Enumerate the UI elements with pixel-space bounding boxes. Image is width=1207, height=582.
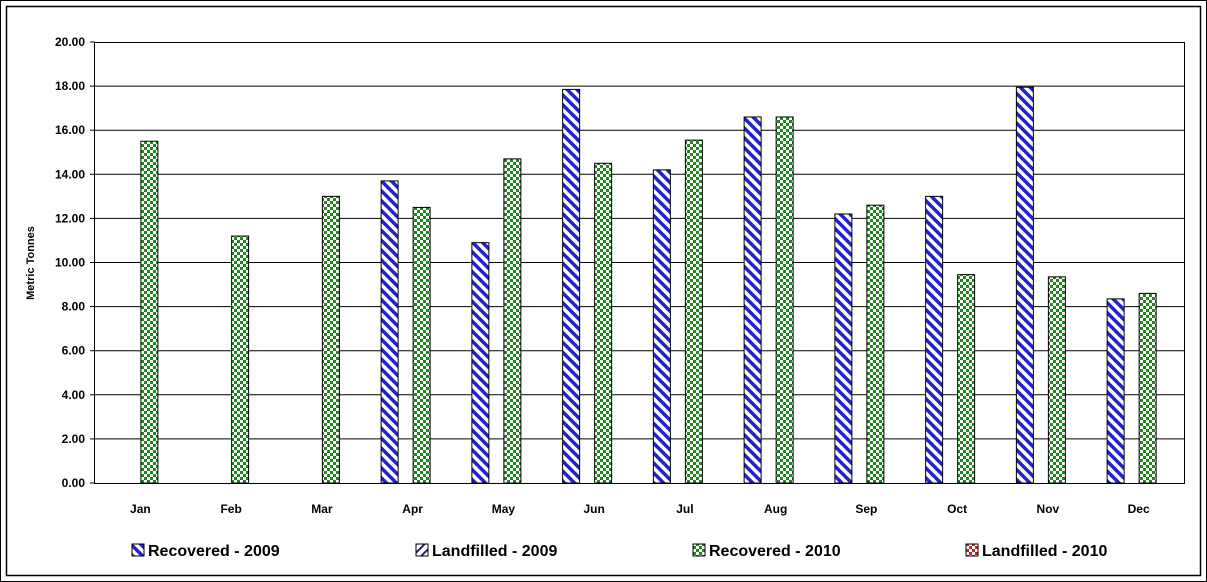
gridlines bbox=[90, 41, 1184, 484]
y-tick-label: 10.00 bbox=[55, 256, 85, 270]
legend-swatch bbox=[415, 543, 429, 557]
x-tick-label: Jul bbox=[676, 502, 693, 516]
bar-recovered-2009-oct bbox=[925, 195, 944, 484]
y-tick-label: 4.00 bbox=[62, 388, 86, 402]
bar-recovered-2009-dec bbox=[1106, 298, 1125, 484]
x-tick-label: Sep bbox=[855, 502, 877, 516]
legend-swatch bbox=[692, 543, 706, 557]
legend-label: Recovered - 2009 bbox=[148, 543, 280, 560]
y-tick-label: 2.00 bbox=[62, 432, 86, 446]
x-tick-label: Jan bbox=[130, 502, 151, 516]
bar-recovered-2009-aug bbox=[743, 116, 762, 484]
bar-recovered-2010-mar bbox=[321, 195, 340, 484]
x-tick-labels: Jan Feb Mar Apr May Jun Jul Aug Sep Oct Nov Dec bbox=[130, 502, 1150, 516]
y-tick-label: 0.00 bbox=[62, 476, 86, 490]
y-tick-labels: 0.00 2.00 4.00 6.00 8.00 10.00 12.00 14.00 16.00… bbox=[55, 35, 85, 490]
legend-swatch bbox=[131, 543, 145, 557]
bar-recovered-2010-nov bbox=[1047, 276, 1066, 484]
bar-recovered-2009-jul bbox=[652, 169, 671, 484]
bar-recovered-2010-may bbox=[503, 158, 522, 484]
x-tick-label: Dec bbox=[1128, 502, 1150, 516]
bar-recovered-2010-aug bbox=[775, 116, 794, 484]
y-axis-label: Metric Tonnes bbox=[25, 226, 37, 300]
bar-recovered-2010-sep bbox=[866, 204, 885, 484]
bar-recovered-2010-jan bbox=[140, 140, 159, 484]
bar-recovered-2010-dec bbox=[1138, 292, 1157, 484]
y-tick-label: 12.00 bbox=[55, 211, 85, 225]
y-tick-label: 8.00 bbox=[62, 300, 86, 314]
x-tick-label: May bbox=[492, 502, 516, 516]
y-tick-label: 20.00 bbox=[55, 35, 85, 49]
x-tick-label: Apr bbox=[402, 502, 423, 516]
bar-recovered-2010-feb bbox=[231, 235, 250, 484]
bar-recovered-2009-may bbox=[471, 242, 490, 484]
x-tick-label: Mar bbox=[311, 502, 333, 516]
legend-swatch bbox=[965, 543, 979, 557]
x-tick-label: Oct bbox=[947, 502, 967, 516]
bar-recovered-2010-jun bbox=[594, 162, 613, 484]
bar-recovered-2009-nov bbox=[1015, 86, 1034, 484]
x-tick-label: Feb bbox=[220, 502, 241, 516]
legend-label: Recovered - 2010 bbox=[709, 543, 841, 560]
y-tick-label: 6.00 bbox=[62, 344, 86, 358]
bar-recovered-2009-jun bbox=[562, 88, 581, 484]
bar-recovered-2009-apr bbox=[380, 180, 399, 484]
bar-recovered-2010-oct bbox=[957, 274, 976, 484]
legend: Recovered - 2009 Landfilled - 2009 Recover… bbox=[131, 543, 1107, 560]
bar-recovered-2010-jul bbox=[684, 139, 703, 484]
legend-label: Landfilled - 2009 bbox=[432, 543, 557, 560]
x-tick-label: Nov bbox=[1037, 502, 1060, 516]
legend-label: Landfilled - 2010 bbox=[982, 543, 1107, 560]
bar-recovered-2009-sep bbox=[834, 213, 853, 484]
bar-recovered-2010-apr bbox=[412, 206, 431, 484]
y-tick-label: 16.00 bbox=[55, 123, 85, 137]
plot-area-border bbox=[94, 42, 1185, 484]
x-tick-label: Aug bbox=[764, 502, 787, 516]
x-tick-label: Jun bbox=[583, 502, 604, 516]
bars bbox=[140, 86, 1157, 484]
y-tick-label: 18.00 bbox=[55, 79, 85, 93]
y-tick-label: 14.00 bbox=[55, 167, 85, 181]
